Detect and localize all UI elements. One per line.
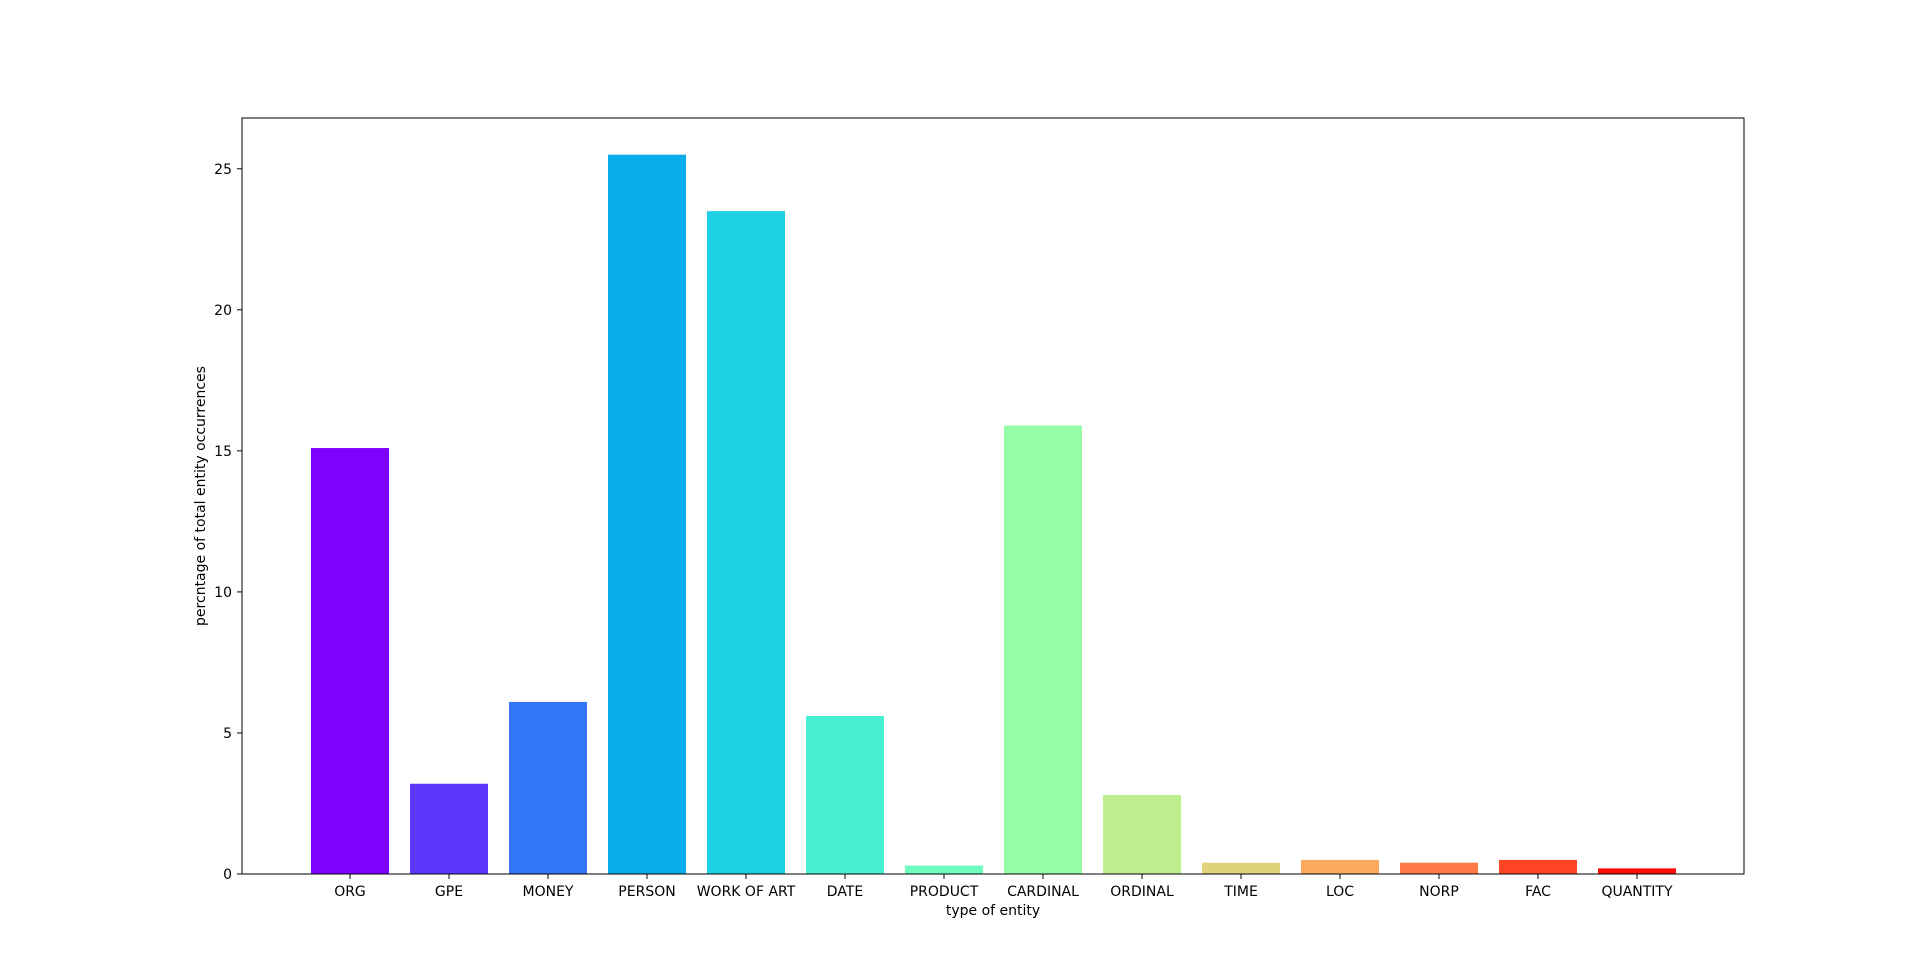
y-tick-label: 20: [214, 303, 232, 319]
x-tick-label: MONEY: [523, 884, 574, 900]
x-tick-label: LOC: [1326, 884, 1354, 900]
x-tick-label: NORP: [1419, 884, 1459, 900]
bar-norp: [1400, 862, 1478, 874]
x-tick-label: DATE: [827, 884, 863, 900]
y-tick-label: 10: [214, 585, 232, 601]
bar-product: [905, 865, 983, 874]
x-tick-label: CARDINAL: [1007, 884, 1079, 900]
bar-time: [1202, 862, 1280, 874]
x-tick-label: FAC: [1525, 884, 1551, 900]
bar-ordinal: [1103, 795, 1181, 874]
x-axis-label: type of entity: [946, 903, 1040, 919]
bar-quantity: [1598, 868, 1676, 874]
x-tick-label: TIME: [1223, 884, 1258, 900]
x-tick-label: GPE: [435, 884, 463, 900]
y-tick-label: 5: [223, 726, 232, 742]
y-tick-label: 15: [214, 444, 232, 460]
y-axis-label: percntage of total entity occurrences: [193, 366, 209, 626]
y-tick-label: 25: [214, 162, 232, 178]
bar-org: [311, 448, 389, 874]
bar-cardinal: [1004, 425, 1082, 874]
x-tick-label: PERSON: [618, 884, 675, 900]
bar-loc: [1301, 859, 1379, 874]
y-tick-label: 0: [223, 867, 232, 883]
x-tick-label: PRODUCT: [910, 884, 979, 900]
bar-date: [806, 716, 884, 874]
bar-person: [608, 154, 686, 875]
bar-fac: [1499, 859, 1577, 874]
y-axis: 0 5 10 15 20 25: [214, 162, 242, 883]
x-axis: ORG GPE MONEY PERSON WORK OF ART DATE PRODUCT C…: [334, 874, 1673, 900]
x-tick-label: ORG: [334, 884, 366, 900]
bar-gpe: [410, 783, 488, 874]
bar-work-of-art: [707, 211, 785, 875]
x-tick-label: ORDINAL: [1110, 884, 1174, 900]
x-tick-label: WORK OF ART: [697, 884, 796, 900]
bar-money: [509, 701, 587, 874]
x-tick-label: QUANTITY: [1601, 884, 1673, 900]
bars-group: [311, 154, 1676, 875]
plot-frame: [241, 117, 1745, 875]
